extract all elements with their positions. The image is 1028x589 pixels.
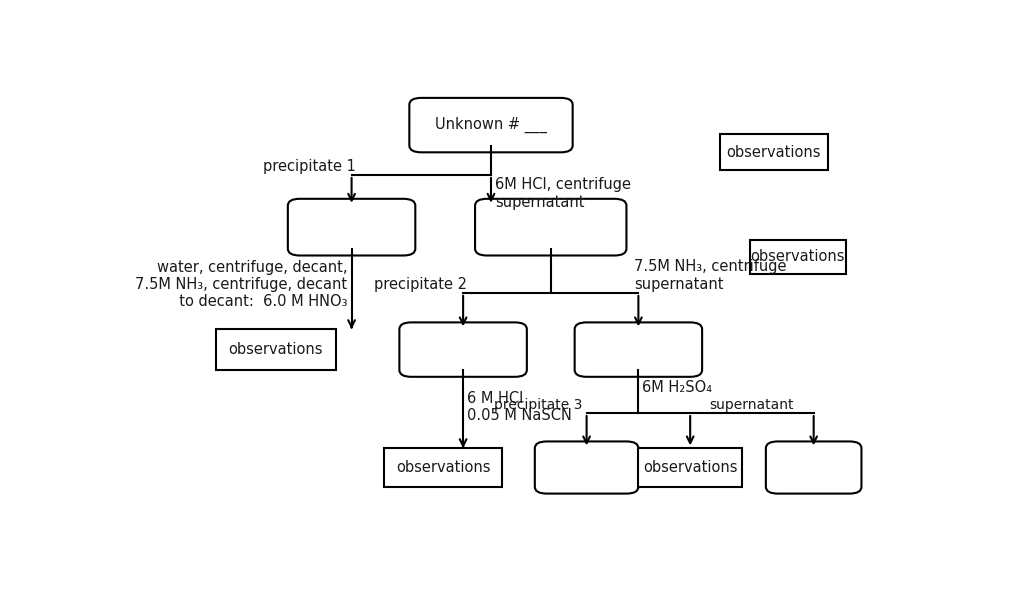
Text: precipitate 1: precipitate 1 <box>263 158 356 174</box>
Text: 6 M HCl
0.05 M NaSCN: 6 M HCl 0.05 M NaSCN <box>467 391 572 423</box>
Text: observations: observations <box>642 460 737 475</box>
Text: observations: observations <box>396 460 490 475</box>
Bar <box>720 134 828 170</box>
Text: observations: observations <box>727 145 821 160</box>
Bar <box>750 240 846 274</box>
Text: observations: observations <box>750 249 845 264</box>
Text: observations: observations <box>228 342 323 357</box>
Bar <box>384 448 502 487</box>
Text: precipitate 2: precipitate 2 <box>374 277 467 292</box>
Bar <box>638 448 742 487</box>
Bar <box>216 329 336 370</box>
Text: 6M H₂SO₄: 6M H₂SO₄ <box>642 379 712 395</box>
FancyBboxPatch shape <box>535 441 638 494</box>
FancyBboxPatch shape <box>409 98 573 153</box>
Text: precipitate 3: precipitate 3 <box>494 398 583 412</box>
Text: 6M HCl, centrifuge
supernatant: 6M HCl, centrifuge supernatant <box>495 177 631 210</box>
Text: water, centrifuge, decant,
7.5M NH₃, centrifuge, decant
  to decant:  6.0 M HNO₃: water, centrifuge, decant, 7.5M NH₃, cen… <box>136 260 347 309</box>
FancyBboxPatch shape <box>475 199 626 256</box>
FancyBboxPatch shape <box>399 322 527 377</box>
Text: supernatant: supernatant <box>709 398 795 412</box>
FancyBboxPatch shape <box>766 441 861 494</box>
Text: Unknown # ___: Unknown # ___ <box>435 117 547 133</box>
FancyBboxPatch shape <box>288 199 415 256</box>
FancyBboxPatch shape <box>575 322 702 377</box>
Text: 7.5M NH₃, centrifuge
supernatant: 7.5M NH₃, centrifuge supernatant <box>634 259 786 292</box>
